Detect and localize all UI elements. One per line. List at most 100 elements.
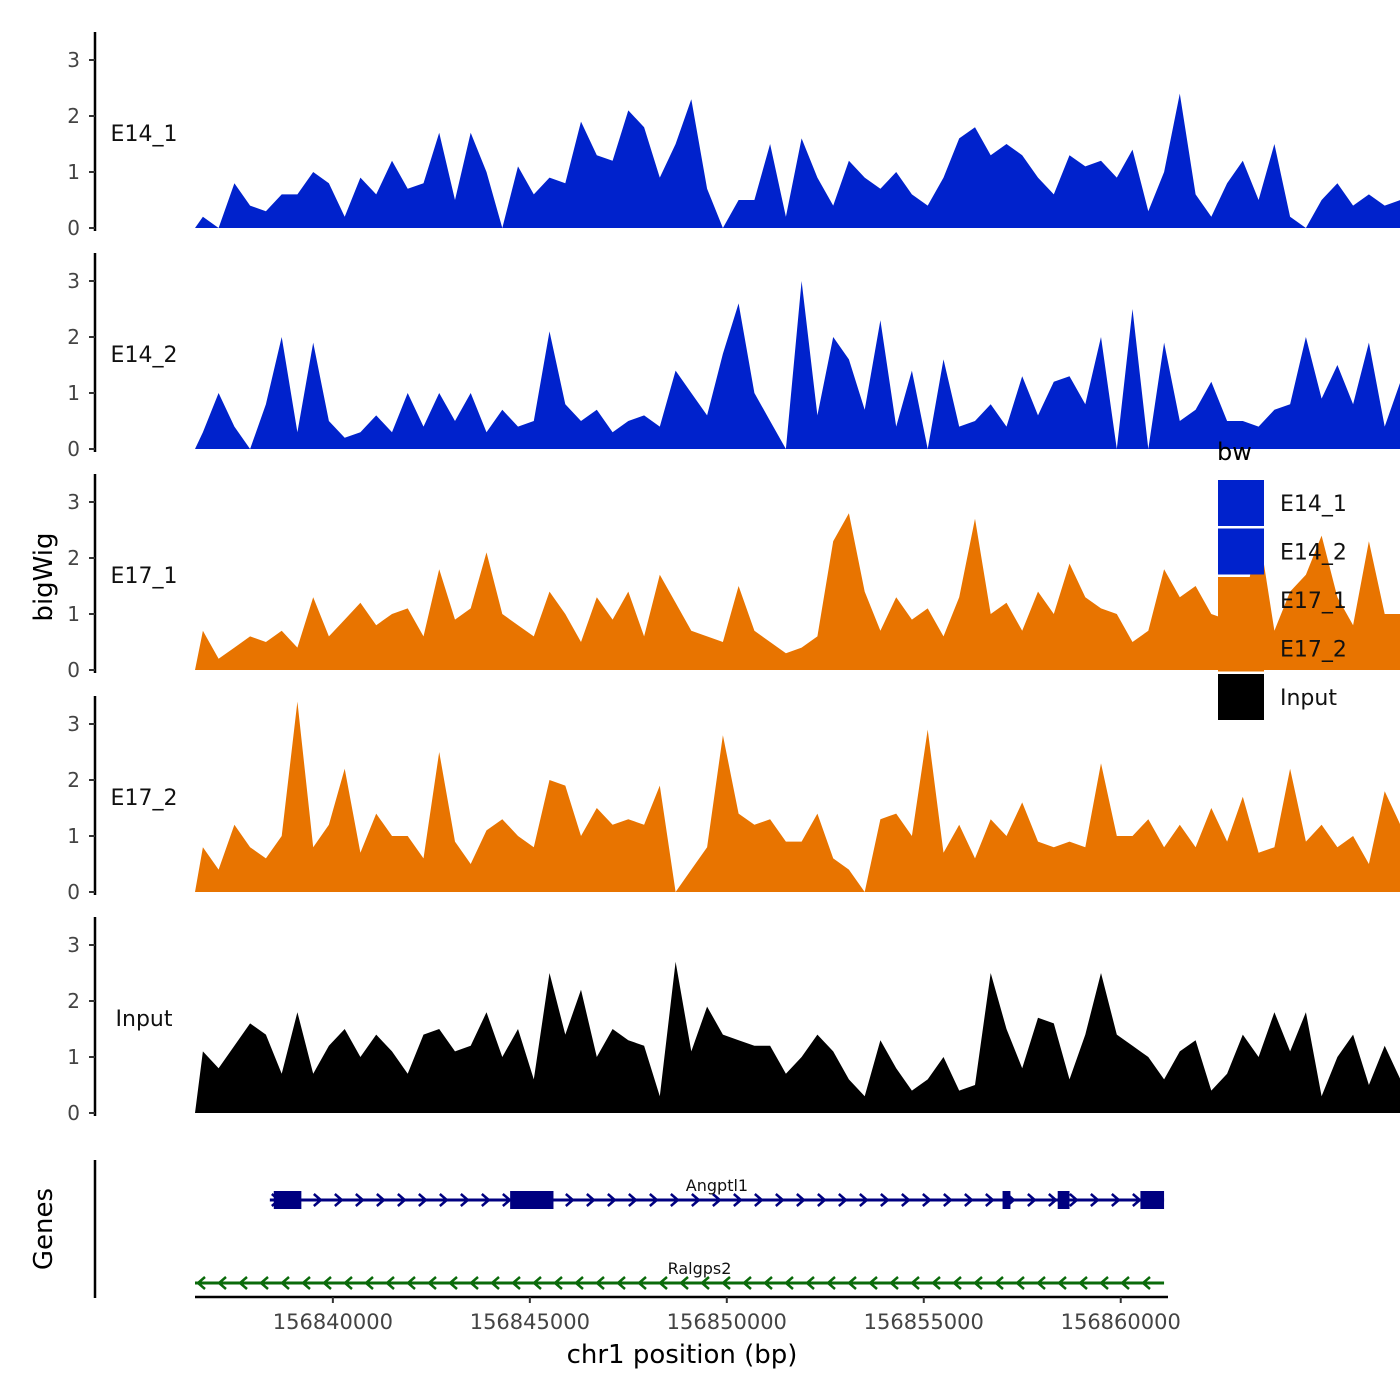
strand-arrow <box>943 1193 953 1207</box>
y-tick-label: 3 <box>67 490 80 514</box>
strand-arrow <box>334 1193 344 1207</box>
strand-arrow <box>826 1276 836 1290</box>
strand-arrow <box>973 1276 983 1290</box>
legend-key-E17_1 <box>1218 577 1264 623</box>
strand-arrow <box>1111 1193 1121 1207</box>
strand-arrow <box>427 1276 437 1290</box>
strand-arrow <box>481 1193 491 1207</box>
strand-arrow <box>712 1193 722 1207</box>
strand-arrow <box>1048 1193 1058 1207</box>
strand-arrow <box>700 1276 710 1290</box>
strand-arrow <box>1099 1276 1109 1290</box>
strand-arrow <box>1132 1193 1142 1207</box>
x-tick-label: 156840000 <box>273 1310 393 1334</box>
strand-arrow <box>910 1276 920 1290</box>
strand-arrow <box>385 1276 395 1290</box>
gene-name: Ralgps2 <box>668 1259 732 1278</box>
strand-arrow <box>1027 1193 1037 1207</box>
signal-area <box>195 281 1400 449</box>
strand-arrow <box>901 1193 911 1207</box>
strand-arrow <box>574 1276 584 1290</box>
x-tick-label: 156850000 <box>667 1310 787 1334</box>
strand-arrow <box>313 1193 323 1207</box>
strand-arrow <box>670 1193 680 1207</box>
y-tick-label: 1 <box>67 1045 80 1069</box>
strand-arrow <box>553 1276 563 1290</box>
y-tick-label: 1 <box>67 160 80 184</box>
y-tick-label: 2 <box>67 768 80 792</box>
strand-arrow <box>490 1276 500 1290</box>
strand-arrow <box>448 1276 458 1290</box>
y-tick-label: 3 <box>67 712 80 736</box>
signal-area <box>195 961 1400 1113</box>
legend-label: Input <box>1280 686 1337 711</box>
exon <box>1140 1191 1165 1209</box>
exon <box>273 1191 302 1209</box>
legend: bw E14_1 E14_2 E17_1 E17_2 Input <box>1217 438 1347 720</box>
y-tick-label: 3 <box>67 933 80 957</box>
y-tick-label: 1 <box>67 602 80 626</box>
track-E17_1: 0 1 2 3 E17_1 <box>67 474 1400 682</box>
genes-track: Genes Angptl1 Ralgps2 <box>29 1160 1165 1298</box>
strand-arrow <box>868 1276 878 1290</box>
strand-arrow <box>649 1193 659 1207</box>
strand-arrow <box>1120 1276 1130 1290</box>
y-tick-label: 2 <box>67 989 80 1013</box>
strand-arrow <box>616 1276 626 1290</box>
strand-arrow <box>343 1276 353 1290</box>
strand-arrow <box>679 1276 689 1290</box>
x-axis-title: chr1 position (bp) <box>567 1340 798 1370</box>
legend-key-Input <box>1218 674 1264 720</box>
y-tick-label: 0 <box>67 658 80 682</box>
exon <box>510 1191 554 1209</box>
strand-arrow <box>355 1193 365 1207</box>
genes-track-label: Genes <box>29 1188 59 1270</box>
signal-tracks: 0 1 2 3 E14_1 0 1 2 3 E14_2 0 1 2 3 E17_1 0 1 2 3 E17_2 0 1 2 3… <box>67 32 1400 1125</box>
y-axis-title: bigWig <box>29 532 59 621</box>
strand-arrow <box>238 1276 248 1290</box>
legend-label: E14_2 <box>1280 541 1347 566</box>
strand-arrow <box>796 1193 806 1207</box>
strand-arrow <box>775 1193 785 1207</box>
strand-arrow <box>763 1276 773 1290</box>
strand-arrow <box>922 1193 932 1207</box>
y-tick-label: 0 <box>67 880 80 904</box>
strand-arrow <box>469 1276 479 1290</box>
strand-arrow <box>1078 1276 1088 1290</box>
strand-arrow <box>859 1193 869 1207</box>
strand-arrow <box>964 1193 974 1207</box>
signal-area <box>195 93 1400 228</box>
y-tick-label: 2 <box>67 546 80 570</box>
x-tick-label: 156860000 <box>1061 1310 1181 1334</box>
strand-arrow <box>217 1276 227 1290</box>
strand-arrow <box>397 1193 407 1207</box>
strand-arrow <box>595 1276 605 1290</box>
track-label: E14_1 <box>111 122 178 147</box>
y-tick-label: 1 <box>67 381 80 405</box>
legend-key-E17_2 <box>1218 625 1264 672</box>
legend-title: bw <box>1217 438 1252 466</box>
strand-arrow <box>259 1276 269 1290</box>
strand-arrow <box>1057 1276 1067 1290</box>
legend-key-E14_1 <box>1218 480 1264 526</box>
y-tick-label: 0 <box>67 1101 80 1125</box>
y-tick-label: 2 <box>67 104 80 128</box>
strand-arrow <box>1141 1276 1151 1290</box>
strand-arrow <box>691 1193 701 1207</box>
strand-arrow <box>439 1193 449 1207</box>
strand-arrow <box>586 1193 596 1207</box>
legend-label: E17_2 <box>1280 638 1347 663</box>
strand-arrow <box>889 1276 899 1290</box>
strand-arrow <box>628 1193 638 1207</box>
y-tick-label: 3 <box>67 269 80 293</box>
signal-area <box>195 513 1400 670</box>
strand-arrow <box>406 1276 416 1290</box>
track-E17_2: 0 1 2 3 E17_2 <box>67 696 1400 904</box>
exon <box>1002 1191 1011 1209</box>
x-tick-label: 156855000 <box>864 1310 984 1334</box>
strand-arrow <box>847 1276 857 1290</box>
strand-arrow <box>502 1193 512 1207</box>
x-tick-label: 156845000 <box>470 1310 590 1334</box>
